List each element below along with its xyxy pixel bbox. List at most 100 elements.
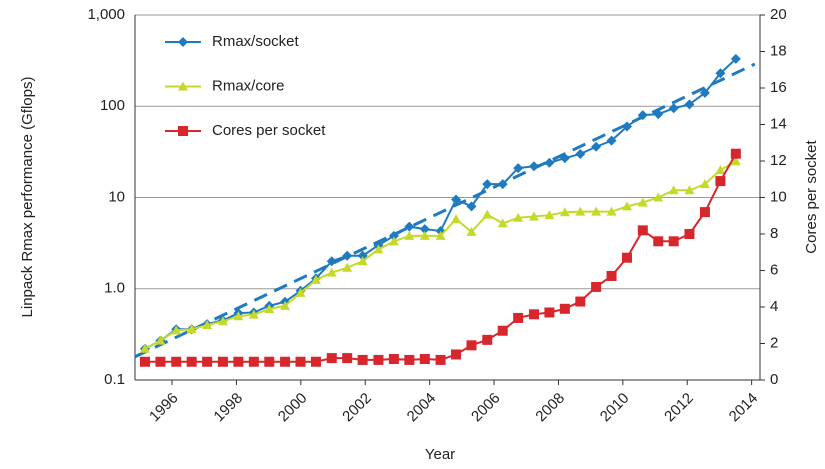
point [295, 287, 306, 297]
y2-tick-label: 0 [770, 371, 778, 388]
x-tick-label: 2006 [468, 390, 504, 426]
point [202, 320, 213, 330]
point [342, 262, 353, 272]
y2-tick-label: 10 [770, 188, 787, 205]
point [280, 356, 291, 367]
point [684, 99, 695, 110]
point [248, 309, 259, 319]
point [248, 356, 259, 367]
point [155, 356, 166, 367]
point [544, 157, 555, 168]
point [637, 110, 648, 121]
point [233, 356, 244, 367]
y2-tick-label: 8 [770, 225, 778, 242]
point [730, 148, 741, 159]
point [357, 256, 368, 266]
y-tick-label: 0.1 [104, 371, 125, 388]
point [684, 185, 695, 195]
y-tick-label: 10 [108, 188, 125, 205]
point [357, 354, 368, 365]
x-tick-label: 2002 [339, 390, 375, 426]
point [668, 236, 679, 247]
point [171, 356, 182, 367]
point [715, 68, 726, 79]
point [699, 207, 710, 218]
point [451, 214, 462, 224]
point [653, 192, 664, 202]
point [280, 300, 291, 310]
x-tick-label: 2000 [275, 390, 311, 426]
point [730, 156, 741, 166]
point [622, 252, 633, 263]
point [668, 103, 679, 114]
point [606, 135, 617, 146]
y2-tick-label: 2 [770, 334, 778, 351]
point [622, 201, 633, 211]
point [419, 354, 430, 365]
point [653, 109, 664, 120]
point [513, 212, 524, 222]
point [202, 356, 213, 367]
point [684, 229, 695, 239]
y-tick-label: 100 [100, 97, 125, 114]
point [497, 325, 508, 336]
point [575, 206, 586, 216]
point [528, 161, 539, 172]
point [482, 209, 493, 219]
point [139, 356, 150, 367]
point [404, 230, 415, 240]
y2-tick-label: 18 [770, 42, 787, 59]
point [326, 353, 337, 364]
point [699, 179, 710, 189]
y2-tick-label: 16 [770, 79, 787, 96]
series-line [144, 153, 737, 363]
point [668, 185, 679, 195]
x-tick-label: 1998 [210, 390, 246, 426]
point [326, 256, 337, 267]
x-tick-label: 2004 [404, 390, 440, 426]
point [544, 210, 555, 220]
x-tick-label: 2014 [726, 390, 762, 426]
point [544, 307, 555, 318]
point [264, 303, 275, 313]
point [139, 343, 150, 353]
point [606, 206, 617, 216]
point [513, 312, 524, 323]
point [637, 225, 648, 236]
point [591, 141, 602, 152]
point [606, 270, 617, 281]
point [388, 236, 399, 246]
x-tick-label: 1996 [146, 390, 182, 426]
point [482, 179, 493, 190]
point [637, 197, 648, 207]
point [373, 244, 384, 254]
point [575, 148, 586, 159]
point [155, 335, 166, 345]
point [264, 356, 275, 367]
y-axis-label: Linpack Rmax performance (Gflops) [19, 77, 36, 318]
point [388, 354, 399, 365]
legend-marker [178, 126, 188, 136]
legend-label: Cores per socket [212, 122, 326, 139]
legend-label: Rmax/core [212, 77, 285, 94]
point [575, 296, 586, 307]
point [419, 224, 430, 235]
point [373, 354, 384, 365]
series-line [144, 160, 737, 350]
legend-marker [178, 81, 188, 91]
point [435, 230, 446, 240]
point [217, 316, 228, 326]
point [186, 324, 197, 334]
point [715, 176, 726, 187]
y2-tick-label: 20 [770, 6, 787, 23]
y2-tick-label: 14 [770, 115, 787, 132]
point [295, 356, 306, 367]
point [497, 179, 508, 190]
point [419, 230, 430, 240]
point [233, 311, 244, 321]
point [591, 206, 602, 216]
y-tick-label: 1.0 [104, 280, 125, 297]
point [217, 356, 228, 367]
point [466, 340, 477, 351]
